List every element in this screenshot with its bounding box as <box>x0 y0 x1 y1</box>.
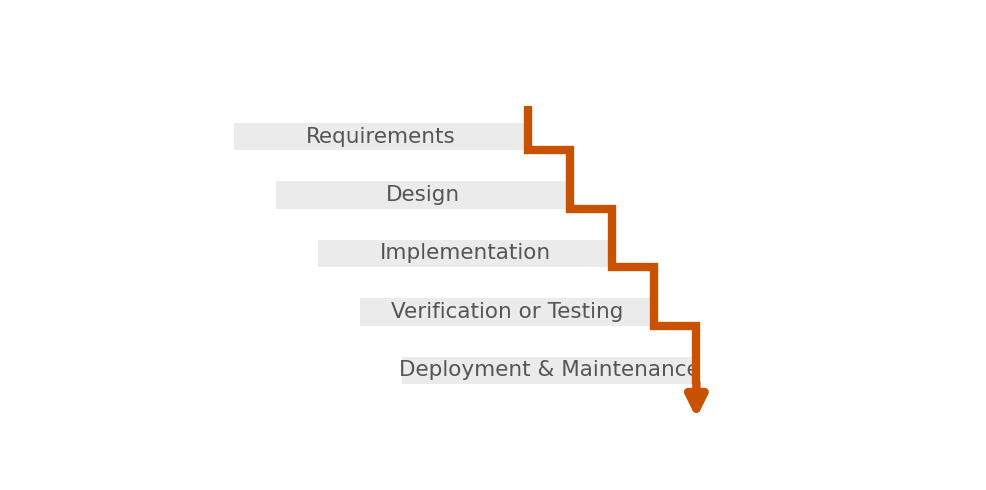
FancyBboxPatch shape <box>360 298 655 325</box>
Text: Verification or Testing: Verification or Testing <box>391 302 623 322</box>
Text: Design: Design <box>387 185 460 205</box>
FancyBboxPatch shape <box>276 181 570 209</box>
Text: Requirements: Requirements <box>307 126 457 147</box>
Text: Implementation: Implementation <box>380 244 551 264</box>
FancyBboxPatch shape <box>318 240 612 267</box>
FancyBboxPatch shape <box>402 357 696 384</box>
Text: Deployment & Maintenance: Deployment & Maintenance <box>399 361 700 380</box>
FancyBboxPatch shape <box>234 123 528 150</box>
